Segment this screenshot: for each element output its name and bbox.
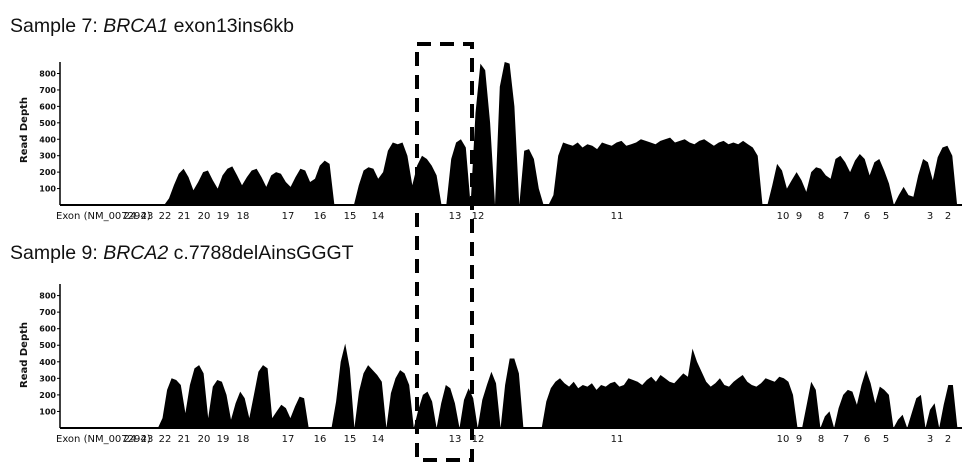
exon-label-3: 3 <box>927 211 933 222</box>
y-tick-label: 100 <box>39 407 56 416</box>
y-tick-label: 800 <box>39 292 56 301</box>
exon-label-12: 12 <box>472 434 485 445</box>
exon-label-10: 10 <box>777 434 790 445</box>
exon-label-7: 7 <box>843 434 849 445</box>
exon-label-2: 2 <box>945 434 951 445</box>
exon-label-24: 24 <box>124 211 137 222</box>
exon-label-3: 3 <box>927 434 933 445</box>
exon-label-23: 23 <box>141 211 154 222</box>
exon-label-6: 6 <box>864 434 870 445</box>
exon-labels: 24 23 22 21 20 19 18 17 16 15 14 13 12 11 10 9 8 7 6 5 3 2 <box>124 434 952 445</box>
title-suffix: c.7788delAinsGGGT <box>168 242 353 264</box>
exon-label-7: 7 <box>843 211 849 222</box>
panel-sample-9: Sample 9: BRCA2 c.7788delAinsGGGT Read D… <box>10 242 962 445</box>
exon-label-20: 20 <box>198 434 211 445</box>
y-tick-label: 400 <box>39 358 56 367</box>
read-depth-area <box>62 62 962 205</box>
exon-label-12: 12 <box>472 211 485 222</box>
y-tick-label: 500 <box>39 119 56 128</box>
y-tick-label: 400 <box>39 135 56 144</box>
exon-label-10: 10 <box>777 211 790 222</box>
y-tick-label: 800 <box>39 70 56 79</box>
y-tick-label: 200 <box>39 391 56 400</box>
read-depth-area <box>62 343 962 428</box>
y-tick-label: 300 <box>39 152 56 161</box>
exon-label-17: 17 <box>282 434 295 445</box>
exon-label-9: 9 <box>796 211 802 222</box>
y-tick-label: 600 <box>39 102 56 111</box>
y-axis-label: Read Depth <box>19 322 30 388</box>
exon-label-23: 23 <box>141 434 154 445</box>
y-ticks: 100 200 300 400 500 600 700 800 <box>39 70 60 194</box>
exon-label-2: 2 <box>945 211 951 222</box>
exon-label-14: 14 <box>372 434 385 445</box>
y-tick-label: 300 <box>39 374 56 383</box>
exon-axis-label: Exon (NM_007294) <box>56 434 151 445</box>
y-tick-label: 500 <box>39 341 56 350</box>
y-tick-label: 100 <box>39 185 56 194</box>
highlight-box <box>415 42 474 462</box>
exon-label-11: 11 <box>611 434 624 445</box>
y-tick-label: 700 <box>39 308 56 317</box>
exon-label-9: 9 <box>796 434 802 445</box>
exon-label-5: 5 <box>883 211 889 222</box>
exon-label-15: 15 <box>344 434 357 445</box>
title-prefix: Sample 7: <box>10 15 103 37</box>
title-prefix: Sample 9: <box>10 242 103 264</box>
exon-label-20: 20 <box>198 211 211 222</box>
y-ticks: 100 200 300 400 500 600 700 800 <box>39 292 60 416</box>
exon-label-22: 22 <box>159 434 172 445</box>
y-tick-label: 200 <box>39 168 56 177</box>
y-axis-label: Read Depth <box>19 97 30 163</box>
exon-label-18: 18 <box>237 434 250 445</box>
exon-label-13: 13 <box>449 211 462 222</box>
y-tick-label: 600 <box>39 325 56 334</box>
exon-label-19: 19 <box>217 434 230 445</box>
exon-axis-label: Exon (NM_007294) <box>56 211 151 222</box>
exon-label-17: 17 <box>282 211 295 222</box>
exon-label-8: 8 <box>818 434 824 445</box>
title-gene: BRCA1 <box>103 15 168 37</box>
panel-sample-7: Sample 7: BRCA1 exon13ins6kb Read Depth … <box>10 15 962 222</box>
exon-label-15: 15 <box>344 211 357 222</box>
exon-label-6: 6 <box>864 211 870 222</box>
exon-label-22: 22 <box>159 211 172 222</box>
y-tick-label: 700 <box>39 86 56 95</box>
exon-label-11: 11 <box>611 211 624 222</box>
exon-label-16: 16 <box>314 211 327 222</box>
exon-label-18: 18 <box>237 211 250 222</box>
title-gene: BRCA2 <box>103 242 168 264</box>
panel-title: Sample 7: BRCA1 exon13ins6kb <box>10 15 294 37</box>
exon-label-5: 5 <box>883 434 889 445</box>
title-suffix: exon13ins6kb <box>168 15 294 37</box>
exon-labels: 24 23 22 21 20 19 18 17 16 15 14 13 12 11 10 9 8 7 6 5 3 2 <box>124 211 952 222</box>
panel-title: Sample 9: BRCA2 c.7788delAinsGGGT <box>10 242 354 264</box>
exon-label-8: 8 <box>818 211 824 222</box>
exon-label-21: 21 <box>178 211 191 222</box>
exon-label-19: 19 <box>217 211 230 222</box>
exon-label-13: 13 <box>449 434 462 445</box>
exon-label-16: 16 <box>314 434 327 445</box>
exon-label-21: 21 <box>178 434 191 445</box>
exon-label-14: 14 <box>372 211 385 222</box>
exon-label-24: 24 <box>124 434 137 445</box>
